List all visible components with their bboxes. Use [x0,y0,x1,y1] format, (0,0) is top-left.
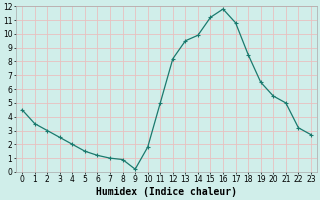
X-axis label: Humidex (Indice chaleur): Humidex (Indice chaleur) [96,187,237,197]
